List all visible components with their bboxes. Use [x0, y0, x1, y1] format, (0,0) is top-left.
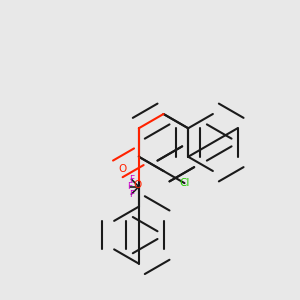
Text: F: F — [129, 190, 134, 199]
Text: O: O — [118, 164, 127, 174]
Text: F: F — [129, 175, 134, 184]
Text: O: O — [133, 180, 141, 190]
Text: F: F — [127, 182, 132, 191]
Text: Cl: Cl — [179, 178, 190, 188]
